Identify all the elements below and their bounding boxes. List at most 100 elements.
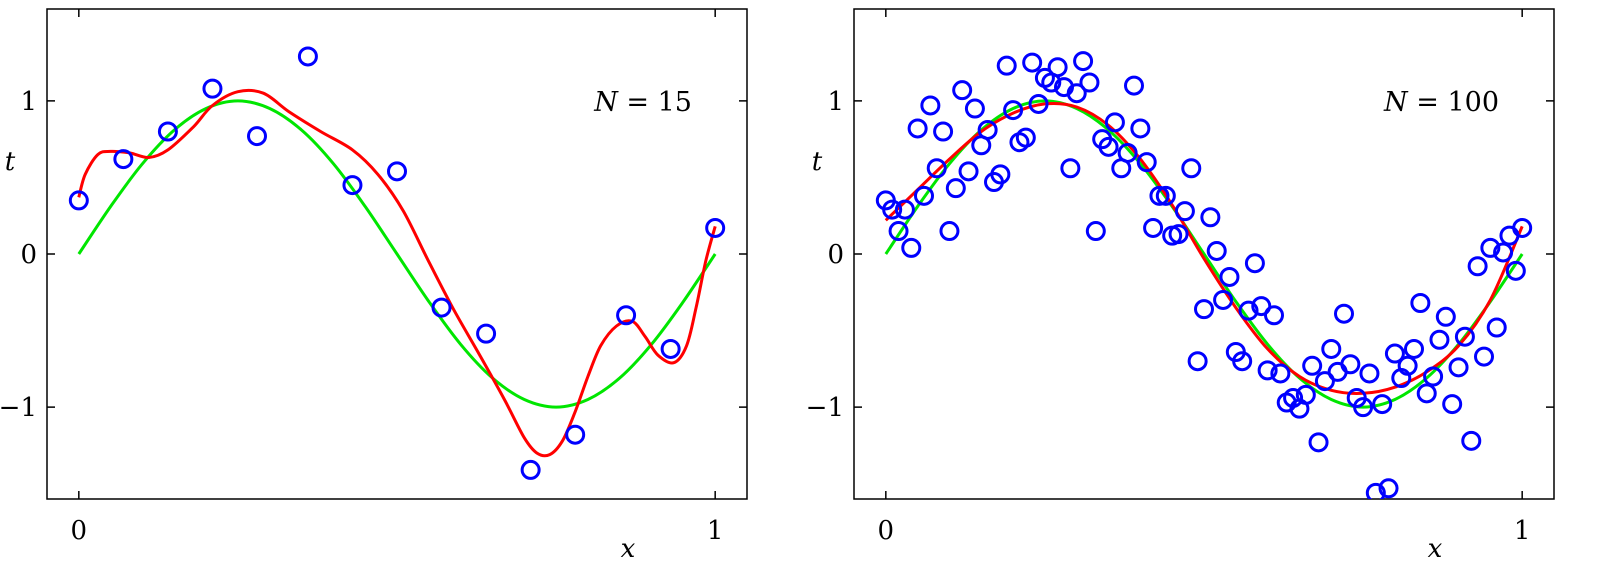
data-point bbox=[952, 80, 973, 101]
data-point bbox=[1200, 207, 1221, 228]
data-point bbox=[1257, 360, 1278, 381]
data-point bbox=[476, 323, 497, 344]
data-point bbox=[1085, 221, 1106, 242]
data-point bbox=[1308, 432, 1329, 453]
true-sine-curve bbox=[884, 99, 1524, 409]
y-tick-label: 0 bbox=[827, 240, 844, 270]
y-tick-label: −1 bbox=[806, 393, 844, 423]
data-point bbox=[1435, 306, 1456, 327]
x-axis-label: x bbox=[1428, 534, 1443, 564]
data-point bbox=[660, 338, 681, 359]
data-point bbox=[1028, 93, 1049, 114]
data-point bbox=[520, 459, 541, 480]
data-point bbox=[939, 221, 960, 242]
data-point bbox=[977, 119, 998, 140]
data-point bbox=[1448, 357, 1469, 378]
data-point bbox=[387, 161, 407, 182]
data-point bbox=[1340, 354, 1361, 375]
data-point bbox=[1397, 355, 1418, 376]
data-point bbox=[705, 217, 726, 238]
data-point bbox=[157, 121, 178, 142]
x-axis-label: x bbox=[621, 534, 636, 564]
data-point bbox=[1314, 371, 1335, 392]
data-point bbox=[1264, 305, 1284, 326]
data-point bbox=[1136, 152, 1157, 173]
y-axis-label: t bbox=[812, 147, 823, 177]
data-points bbox=[68, 46, 726, 480]
data-point bbox=[1098, 136, 1119, 157]
data-point bbox=[1499, 225, 1520, 246]
fitted-curve bbox=[884, 101, 1524, 395]
fitted-curve bbox=[77, 88, 717, 458]
data-point bbox=[945, 178, 966, 199]
data-point bbox=[1512, 217, 1533, 238]
data-point bbox=[1194, 299, 1214, 320]
y-axis-label: t bbox=[5, 147, 16, 177]
y-tick-label: 1 bbox=[20, 87, 37, 117]
data-point bbox=[1295, 384, 1316, 405]
data-point bbox=[1206, 240, 1227, 261]
data-point bbox=[68, 190, 89, 211]
data-points bbox=[875, 51, 1533, 499]
y-tick-label: −1 bbox=[0, 393, 37, 423]
data-point bbox=[1480, 237, 1501, 258]
data-point bbox=[1321, 338, 1342, 359]
data-point bbox=[990, 164, 1011, 185]
data-point bbox=[202, 78, 223, 99]
data-point bbox=[1251, 296, 1272, 317]
data-point bbox=[1066, 83, 1087, 104]
data-point bbox=[996, 55, 1017, 76]
data-point bbox=[1365, 482, 1386, 499]
annotation-variable: N bbox=[1383, 87, 1409, 118]
data-point bbox=[1474, 346, 1494, 367]
data-point bbox=[1416, 383, 1437, 404]
data-point bbox=[926, 158, 947, 179]
data-point bbox=[1124, 75, 1144, 96]
data-point bbox=[297, 46, 318, 67]
x-tick-label: 0 bbox=[71, 516, 88, 546]
y-tick-label: 1 bbox=[827, 87, 844, 117]
x-tick-label: 0 bbox=[878, 516, 895, 546]
data-point bbox=[888, 221, 909, 242]
data-point bbox=[920, 95, 941, 116]
data-point bbox=[901, 237, 922, 258]
data-point bbox=[1454, 326, 1475, 347]
data-point bbox=[1079, 72, 1100, 93]
data-point bbox=[964, 98, 985, 119]
data-point bbox=[1429, 329, 1450, 350]
data-point bbox=[1493, 242, 1514, 263]
y-tick-label: 0 bbox=[20, 240, 37, 270]
chart-panel-1: −1 0 1 0 1 x t N = 15 bbox=[0, 8, 748, 564]
data-point bbox=[1327, 361, 1348, 382]
data-point bbox=[1047, 57, 1068, 78]
data-point bbox=[1353, 397, 1374, 418]
data-point bbox=[1410, 293, 1431, 313]
data-point bbox=[1486, 317, 1507, 338]
data-point bbox=[1015, 127, 1036, 148]
annotation-value: = 100 bbox=[1408, 87, 1499, 118]
data-point bbox=[1270, 363, 1291, 384]
annotation-variable: N bbox=[593, 87, 619, 118]
data-point bbox=[1104, 112, 1125, 133]
data-point bbox=[342, 175, 363, 196]
x-tick-label: 1 bbox=[707, 516, 724, 546]
data-point bbox=[1467, 256, 1488, 277]
data-point bbox=[1219, 266, 1240, 287]
data-point bbox=[1117, 142, 1138, 163]
data-point bbox=[933, 121, 954, 142]
data-point bbox=[1073, 51, 1094, 72]
data-point bbox=[247, 126, 267, 147]
data-point bbox=[616, 305, 637, 326]
true-sine-curve bbox=[77, 99, 717, 409]
data-point bbox=[1155, 185, 1176, 206]
data-point bbox=[1423, 366, 1444, 387]
data-point bbox=[1404, 338, 1424, 359]
data-point bbox=[1022, 52, 1043, 73]
data-point bbox=[565, 424, 586, 445]
data-point bbox=[1244, 253, 1265, 274]
x-tick-label: 1 bbox=[1514, 516, 1531, 546]
data-point bbox=[1174, 201, 1195, 222]
data-point bbox=[1232, 351, 1253, 372]
data-point bbox=[1187, 351, 1208, 372]
